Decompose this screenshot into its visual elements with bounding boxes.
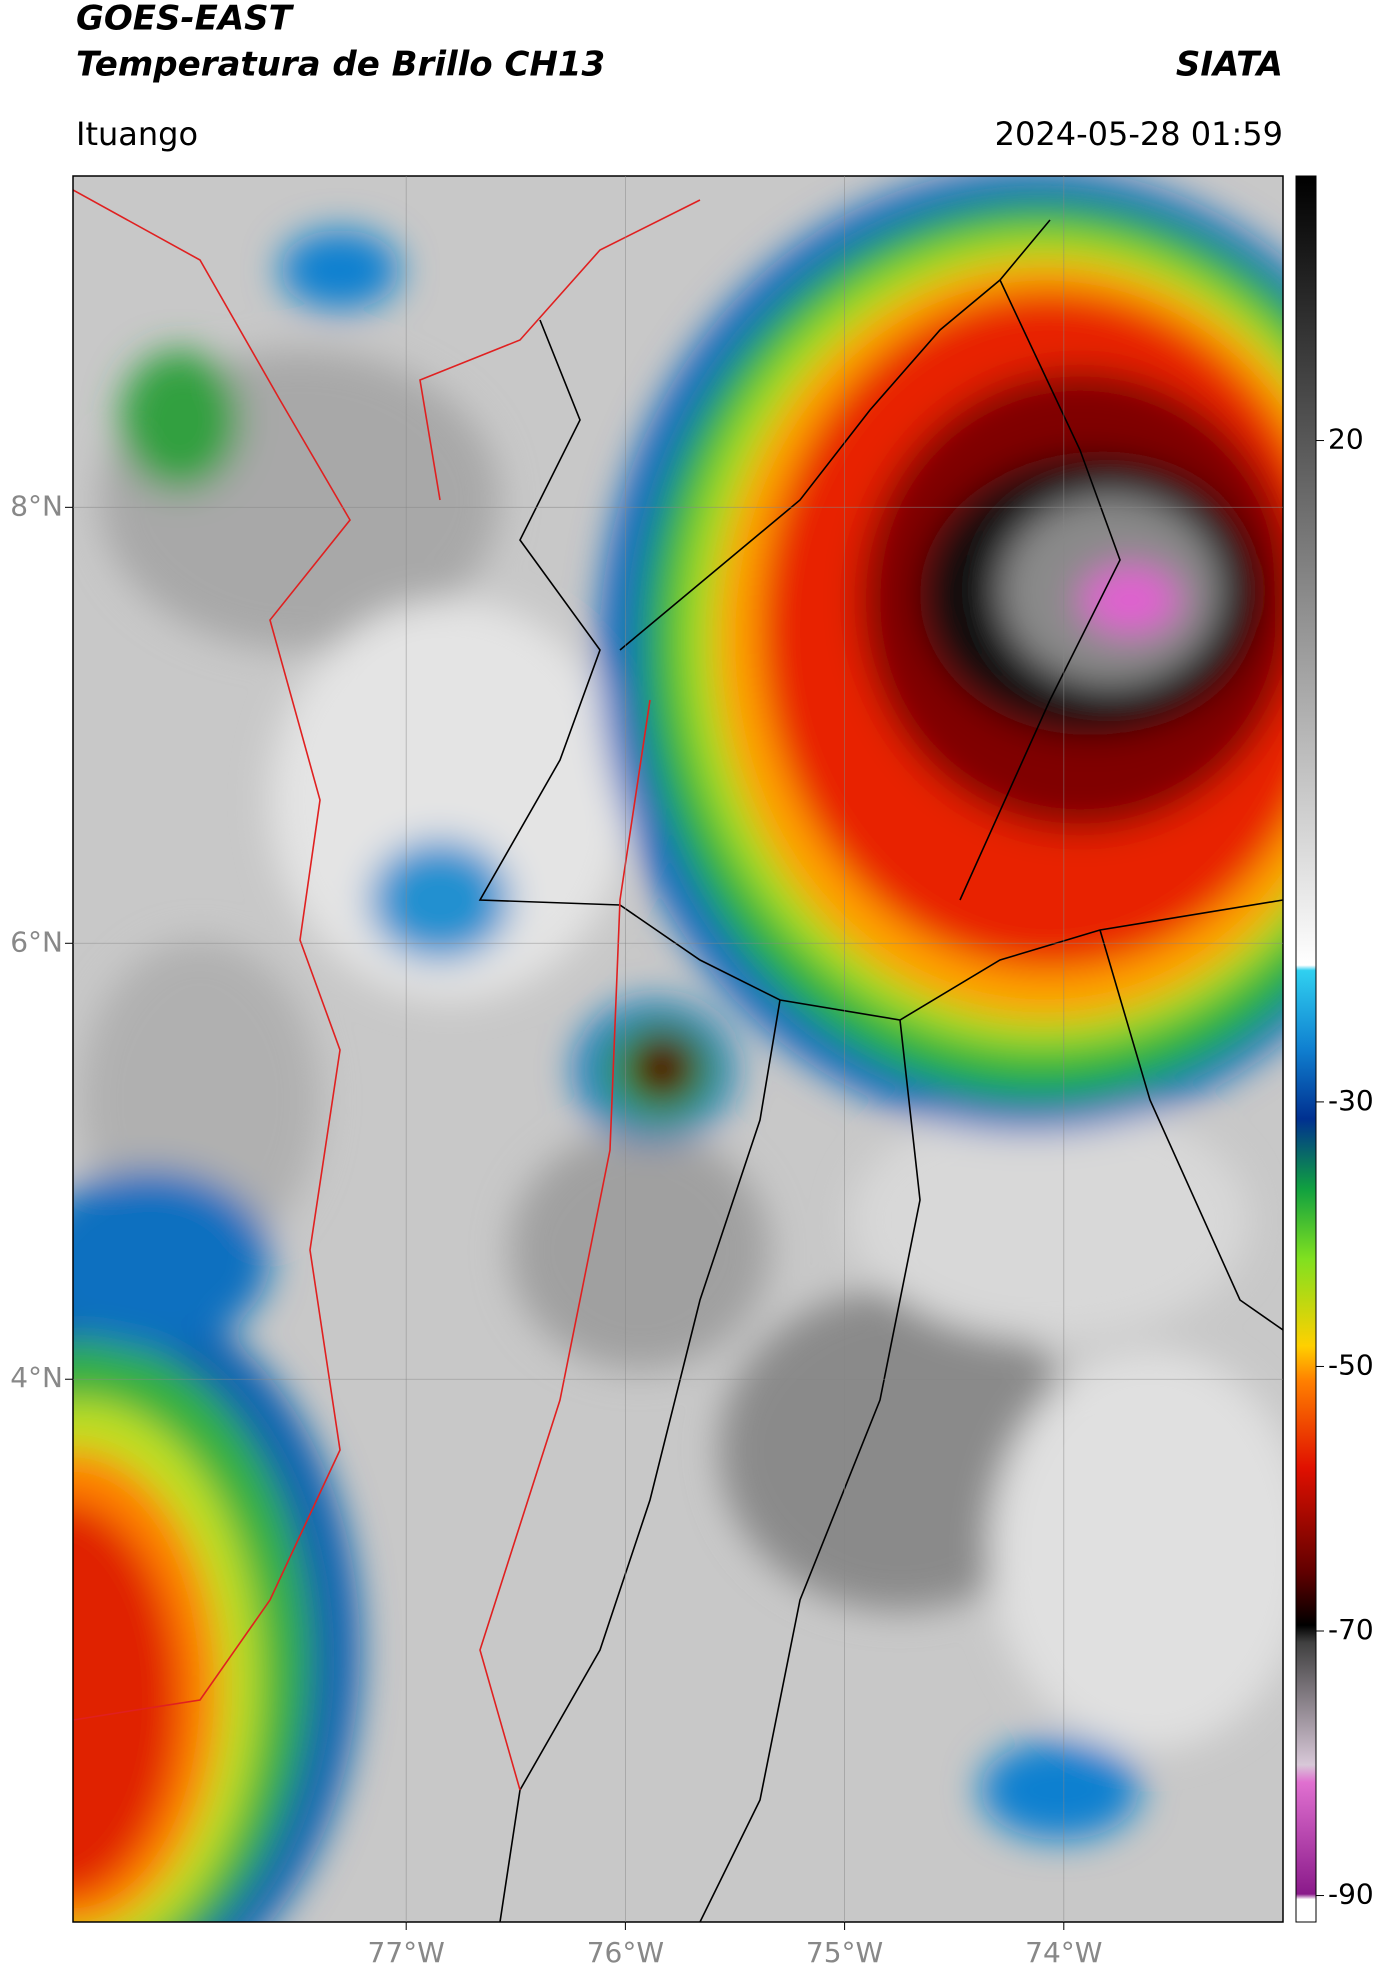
colorbar bbox=[1295, 175, 1317, 1923]
colorbar-label: 20 bbox=[1328, 423, 1364, 456]
datetime: 2024-05-28 01:59 bbox=[995, 115, 1283, 153]
lat-label: 4°N bbox=[10, 1361, 63, 1394]
colorbar-label: -70 bbox=[1328, 1613, 1374, 1646]
lon-label: 74°W bbox=[1025, 1936, 1102, 1969]
map-frame bbox=[72, 175, 1284, 1923]
lon-label: 75°W bbox=[806, 1936, 883, 1969]
satellite: GOES-EAST bbox=[76, 0, 295, 39]
lat-label: 6°N bbox=[10, 925, 63, 958]
location: Ituango bbox=[76, 115, 198, 153]
colorbar-label: -50 bbox=[1328, 1348, 1374, 1381]
colorbar-label: -90 bbox=[1328, 1878, 1374, 1911]
map-imagery bbox=[73, 176, 1283, 1922]
colorbar-label: -30 bbox=[1328, 1084, 1374, 1117]
lat-label: 8°N bbox=[10, 489, 63, 522]
lon-label: 77°W bbox=[368, 1936, 445, 1969]
organization: SIATA bbox=[1176, 45, 1283, 85]
product: Temperatura de Brillo CH13 bbox=[76, 45, 605, 85]
lon-label: 76°W bbox=[587, 1936, 664, 1969]
